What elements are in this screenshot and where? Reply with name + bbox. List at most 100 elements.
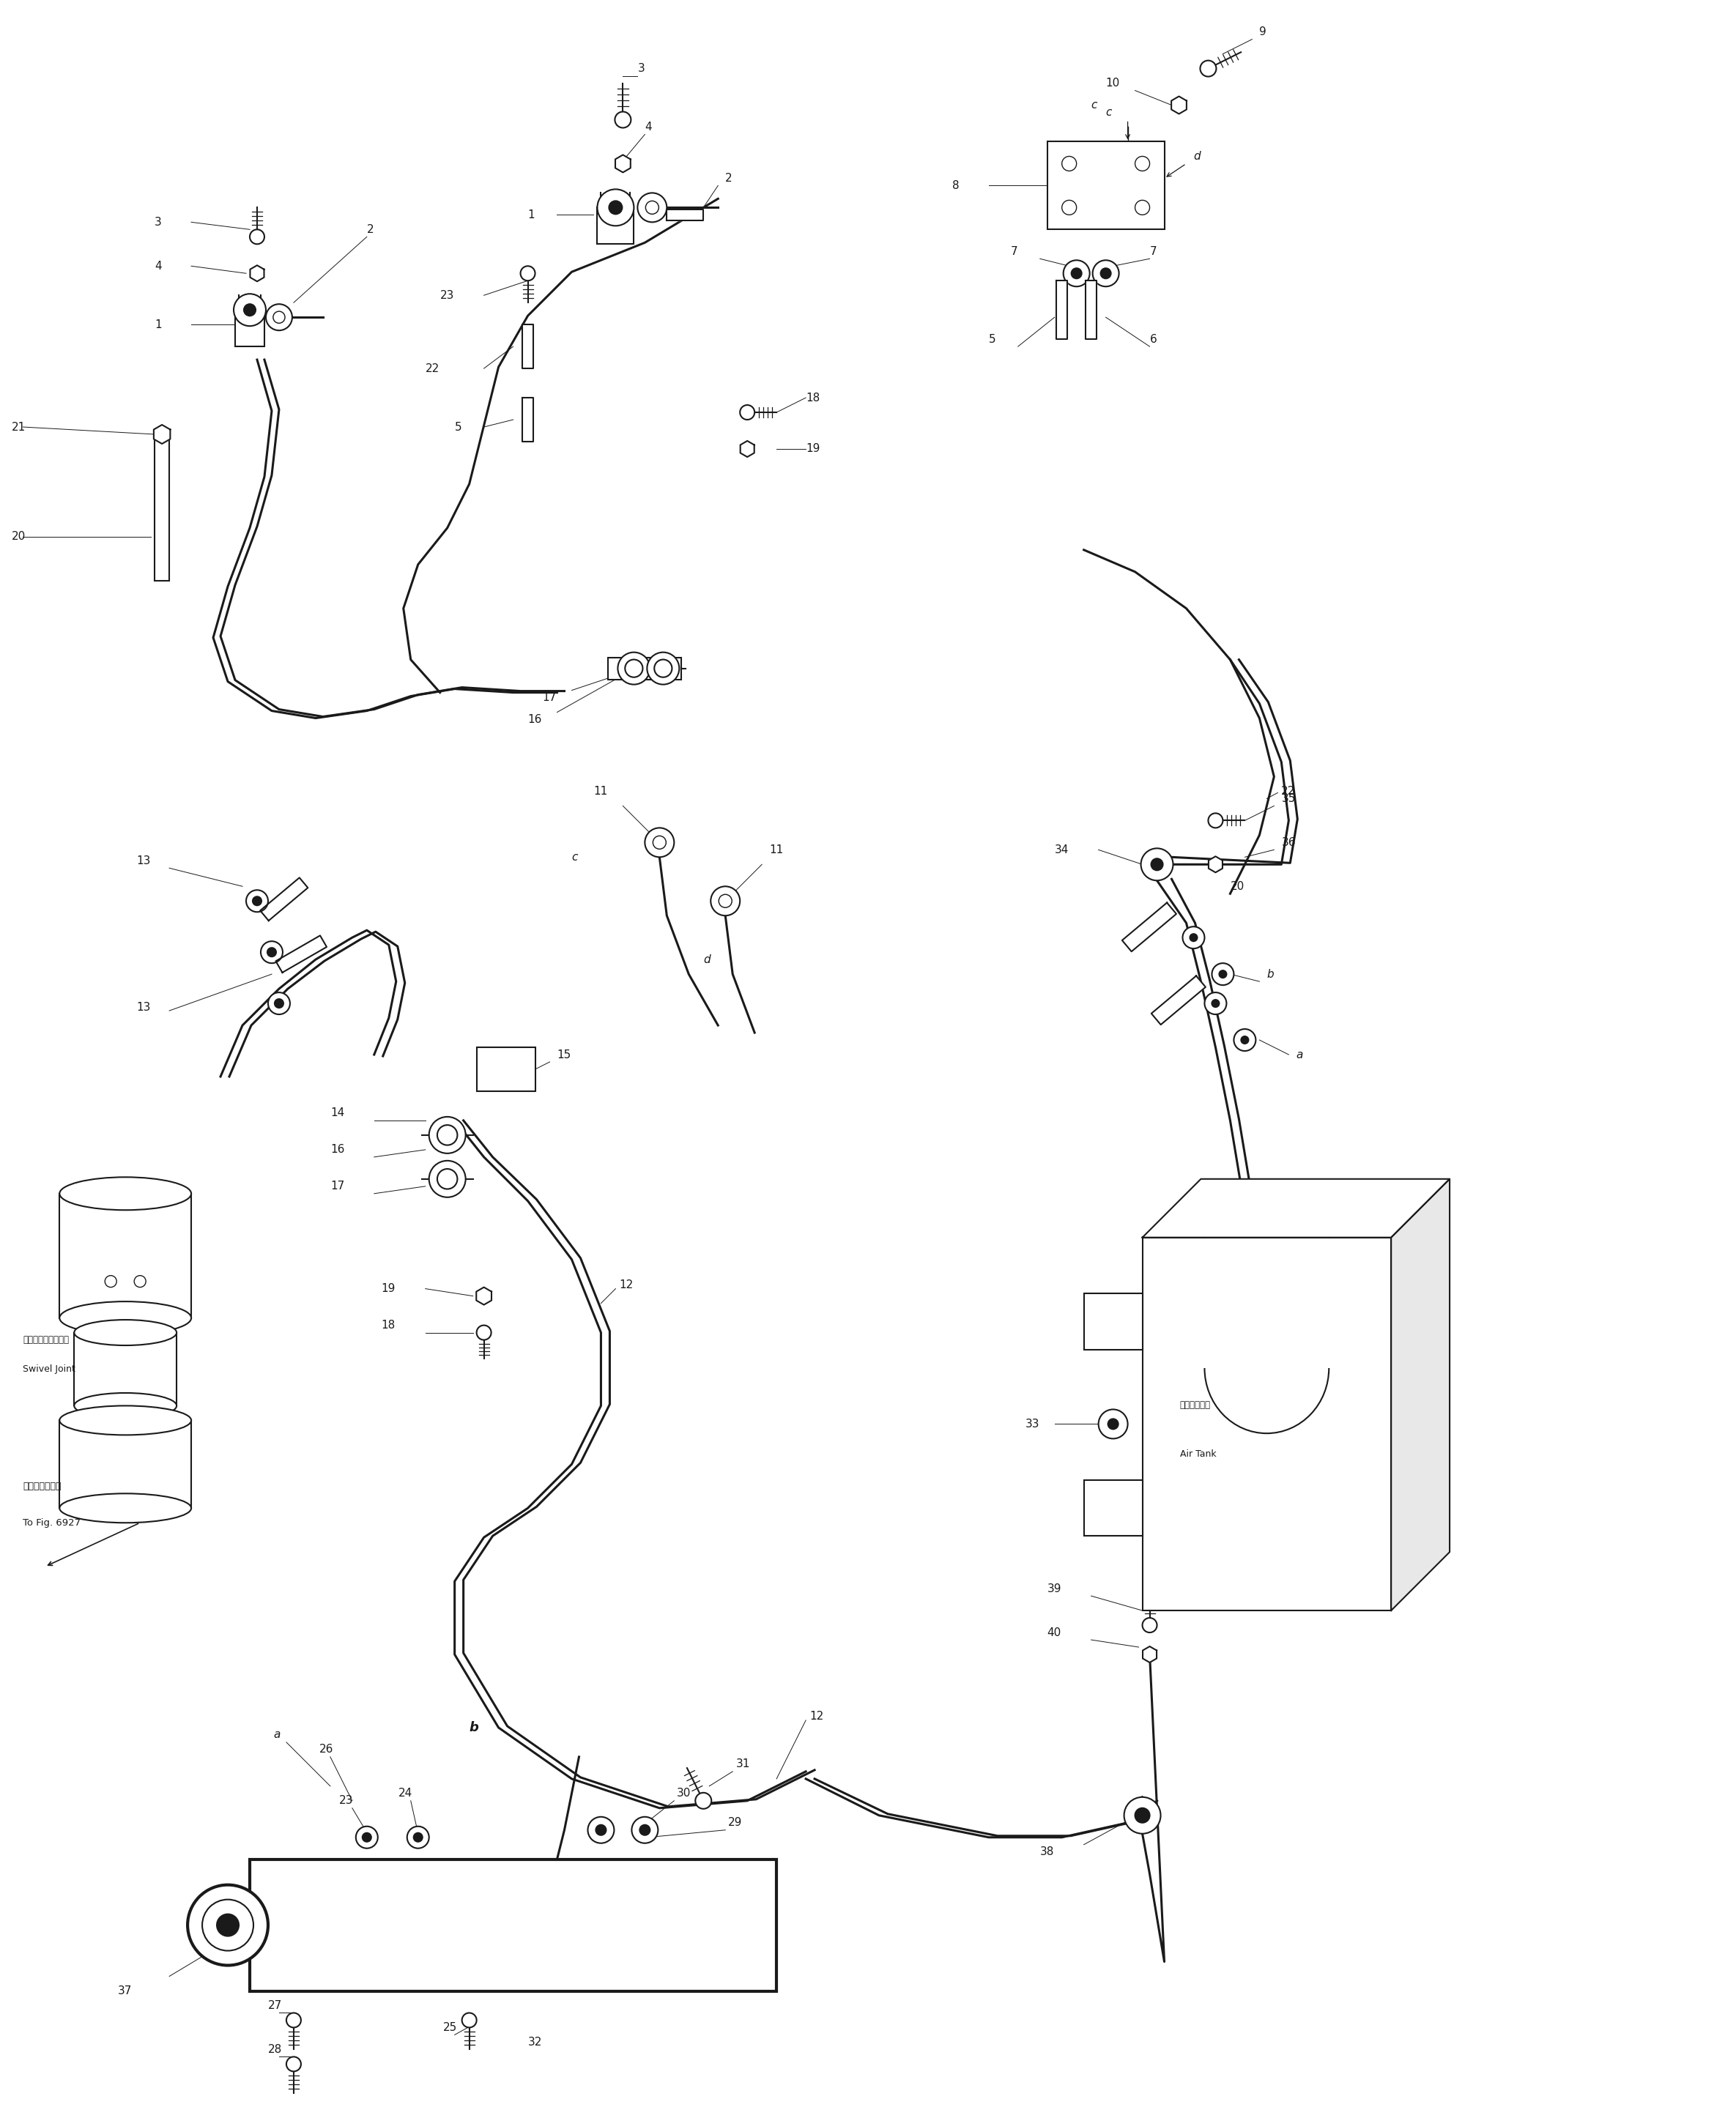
Text: 38: 38	[1040, 1847, 1054, 1857]
Circle shape	[267, 993, 290, 1015]
Bar	[597, 208, 634, 244]
Text: 25: 25	[443, 2023, 457, 2033]
Bar	[1083, 1480, 1142, 1536]
Circle shape	[217, 1915, 240, 1936]
Text: 8: 8	[951, 180, 960, 191]
Circle shape	[710, 885, 740, 915]
Text: 36: 36	[1281, 837, 1295, 847]
Text: 26: 26	[319, 1743, 333, 1756]
Circle shape	[1092, 261, 1120, 286]
Circle shape	[356, 1826, 378, 1849]
Text: 2: 2	[366, 225, 373, 235]
Polygon shape	[523, 398, 533, 443]
Circle shape	[521, 267, 535, 282]
Text: 22: 22	[425, 362, 439, 375]
Text: 39: 39	[1047, 1582, 1061, 1595]
Circle shape	[273, 311, 285, 324]
Circle shape	[134, 1275, 146, 1288]
Circle shape	[618, 652, 649, 684]
Polygon shape	[1172, 95, 1186, 114]
Text: c: c	[1106, 106, 1113, 119]
Text: 40: 40	[1047, 1627, 1061, 1637]
Polygon shape	[155, 426, 170, 445]
Circle shape	[363, 1832, 372, 1843]
Bar	[155, 434, 170, 580]
Ellipse shape	[75, 1320, 177, 1345]
Ellipse shape	[59, 1493, 191, 1523]
Text: 1: 1	[155, 320, 161, 330]
Text: 19: 19	[382, 1284, 396, 1294]
Polygon shape	[476, 1288, 491, 1305]
Circle shape	[201, 1900, 253, 1951]
Circle shape	[234, 294, 266, 326]
Circle shape	[429, 1161, 465, 1197]
Circle shape	[247, 890, 267, 913]
Polygon shape	[1142, 1646, 1156, 1663]
Circle shape	[609, 201, 621, 214]
Circle shape	[740, 405, 755, 419]
Text: 11: 11	[594, 786, 608, 796]
Text: Swivel Joint: Swivel Joint	[23, 1364, 76, 1375]
Text: 34: 34	[1054, 845, 1069, 856]
Circle shape	[653, 837, 667, 849]
Bar	[1142, 1237, 1391, 1610]
Text: 11: 11	[769, 845, 783, 856]
Text: エアータンク: エアータンク	[1180, 1400, 1210, 1411]
Circle shape	[1212, 964, 1234, 985]
Circle shape	[1135, 1809, 1149, 1824]
Circle shape	[1071, 269, 1082, 277]
Circle shape	[589, 1817, 615, 1843]
Circle shape	[1101, 269, 1111, 277]
Circle shape	[477, 1326, 491, 1341]
Polygon shape	[1085, 282, 1097, 339]
Text: 16: 16	[528, 714, 542, 724]
Ellipse shape	[75, 1394, 177, 1419]
Circle shape	[462, 2012, 477, 2027]
Text: 3: 3	[155, 216, 161, 227]
Circle shape	[274, 1000, 283, 1008]
Polygon shape	[250, 265, 264, 282]
Bar	[234, 309, 264, 347]
Circle shape	[429, 1116, 465, 1154]
Text: 27: 27	[267, 1999, 283, 2012]
Text: 4: 4	[155, 261, 161, 271]
Polygon shape	[1151, 976, 1205, 1025]
Circle shape	[1141, 849, 1174, 881]
Text: 4: 4	[644, 121, 653, 133]
Text: a: a	[273, 1730, 279, 1741]
Text: 33: 33	[1026, 1419, 1040, 1430]
Circle shape	[1219, 970, 1227, 979]
Ellipse shape	[59, 1406, 191, 1436]
Circle shape	[187, 1885, 267, 1966]
Circle shape	[1108, 1419, 1118, 1430]
Circle shape	[253, 896, 262, 904]
Polygon shape	[260, 877, 307, 921]
Circle shape	[648, 652, 679, 684]
Text: a: a	[1297, 1048, 1304, 1061]
Polygon shape	[276, 936, 326, 972]
Text: 5: 5	[990, 335, 996, 345]
Text: b: b	[1267, 968, 1274, 981]
Text: 37: 37	[118, 1985, 132, 1997]
Circle shape	[1125, 1796, 1161, 1834]
Text: d: d	[703, 953, 710, 966]
Text: 16: 16	[330, 1144, 344, 1154]
Circle shape	[1099, 1408, 1128, 1438]
Text: c: c	[571, 851, 578, 862]
Circle shape	[286, 2012, 300, 2027]
Bar	[75, 1332, 177, 1406]
Circle shape	[437, 1169, 457, 1188]
Circle shape	[644, 828, 674, 858]
Text: 12: 12	[809, 1711, 823, 1722]
Circle shape	[632, 1817, 658, 1843]
Circle shape	[1200, 61, 1217, 76]
Circle shape	[637, 193, 667, 222]
Circle shape	[437, 1125, 457, 1146]
Text: c: c	[1092, 100, 1097, 110]
Text: 7: 7	[1010, 246, 1017, 256]
Text: 30: 30	[677, 1788, 691, 1798]
Text: 21: 21	[12, 421, 26, 432]
Text: 13: 13	[137, 856, 151, 866]
Text: 28: 28	[267, 2044, 283, 2054]
Text: 20: 20	[1231, 881, 1245, 892]
